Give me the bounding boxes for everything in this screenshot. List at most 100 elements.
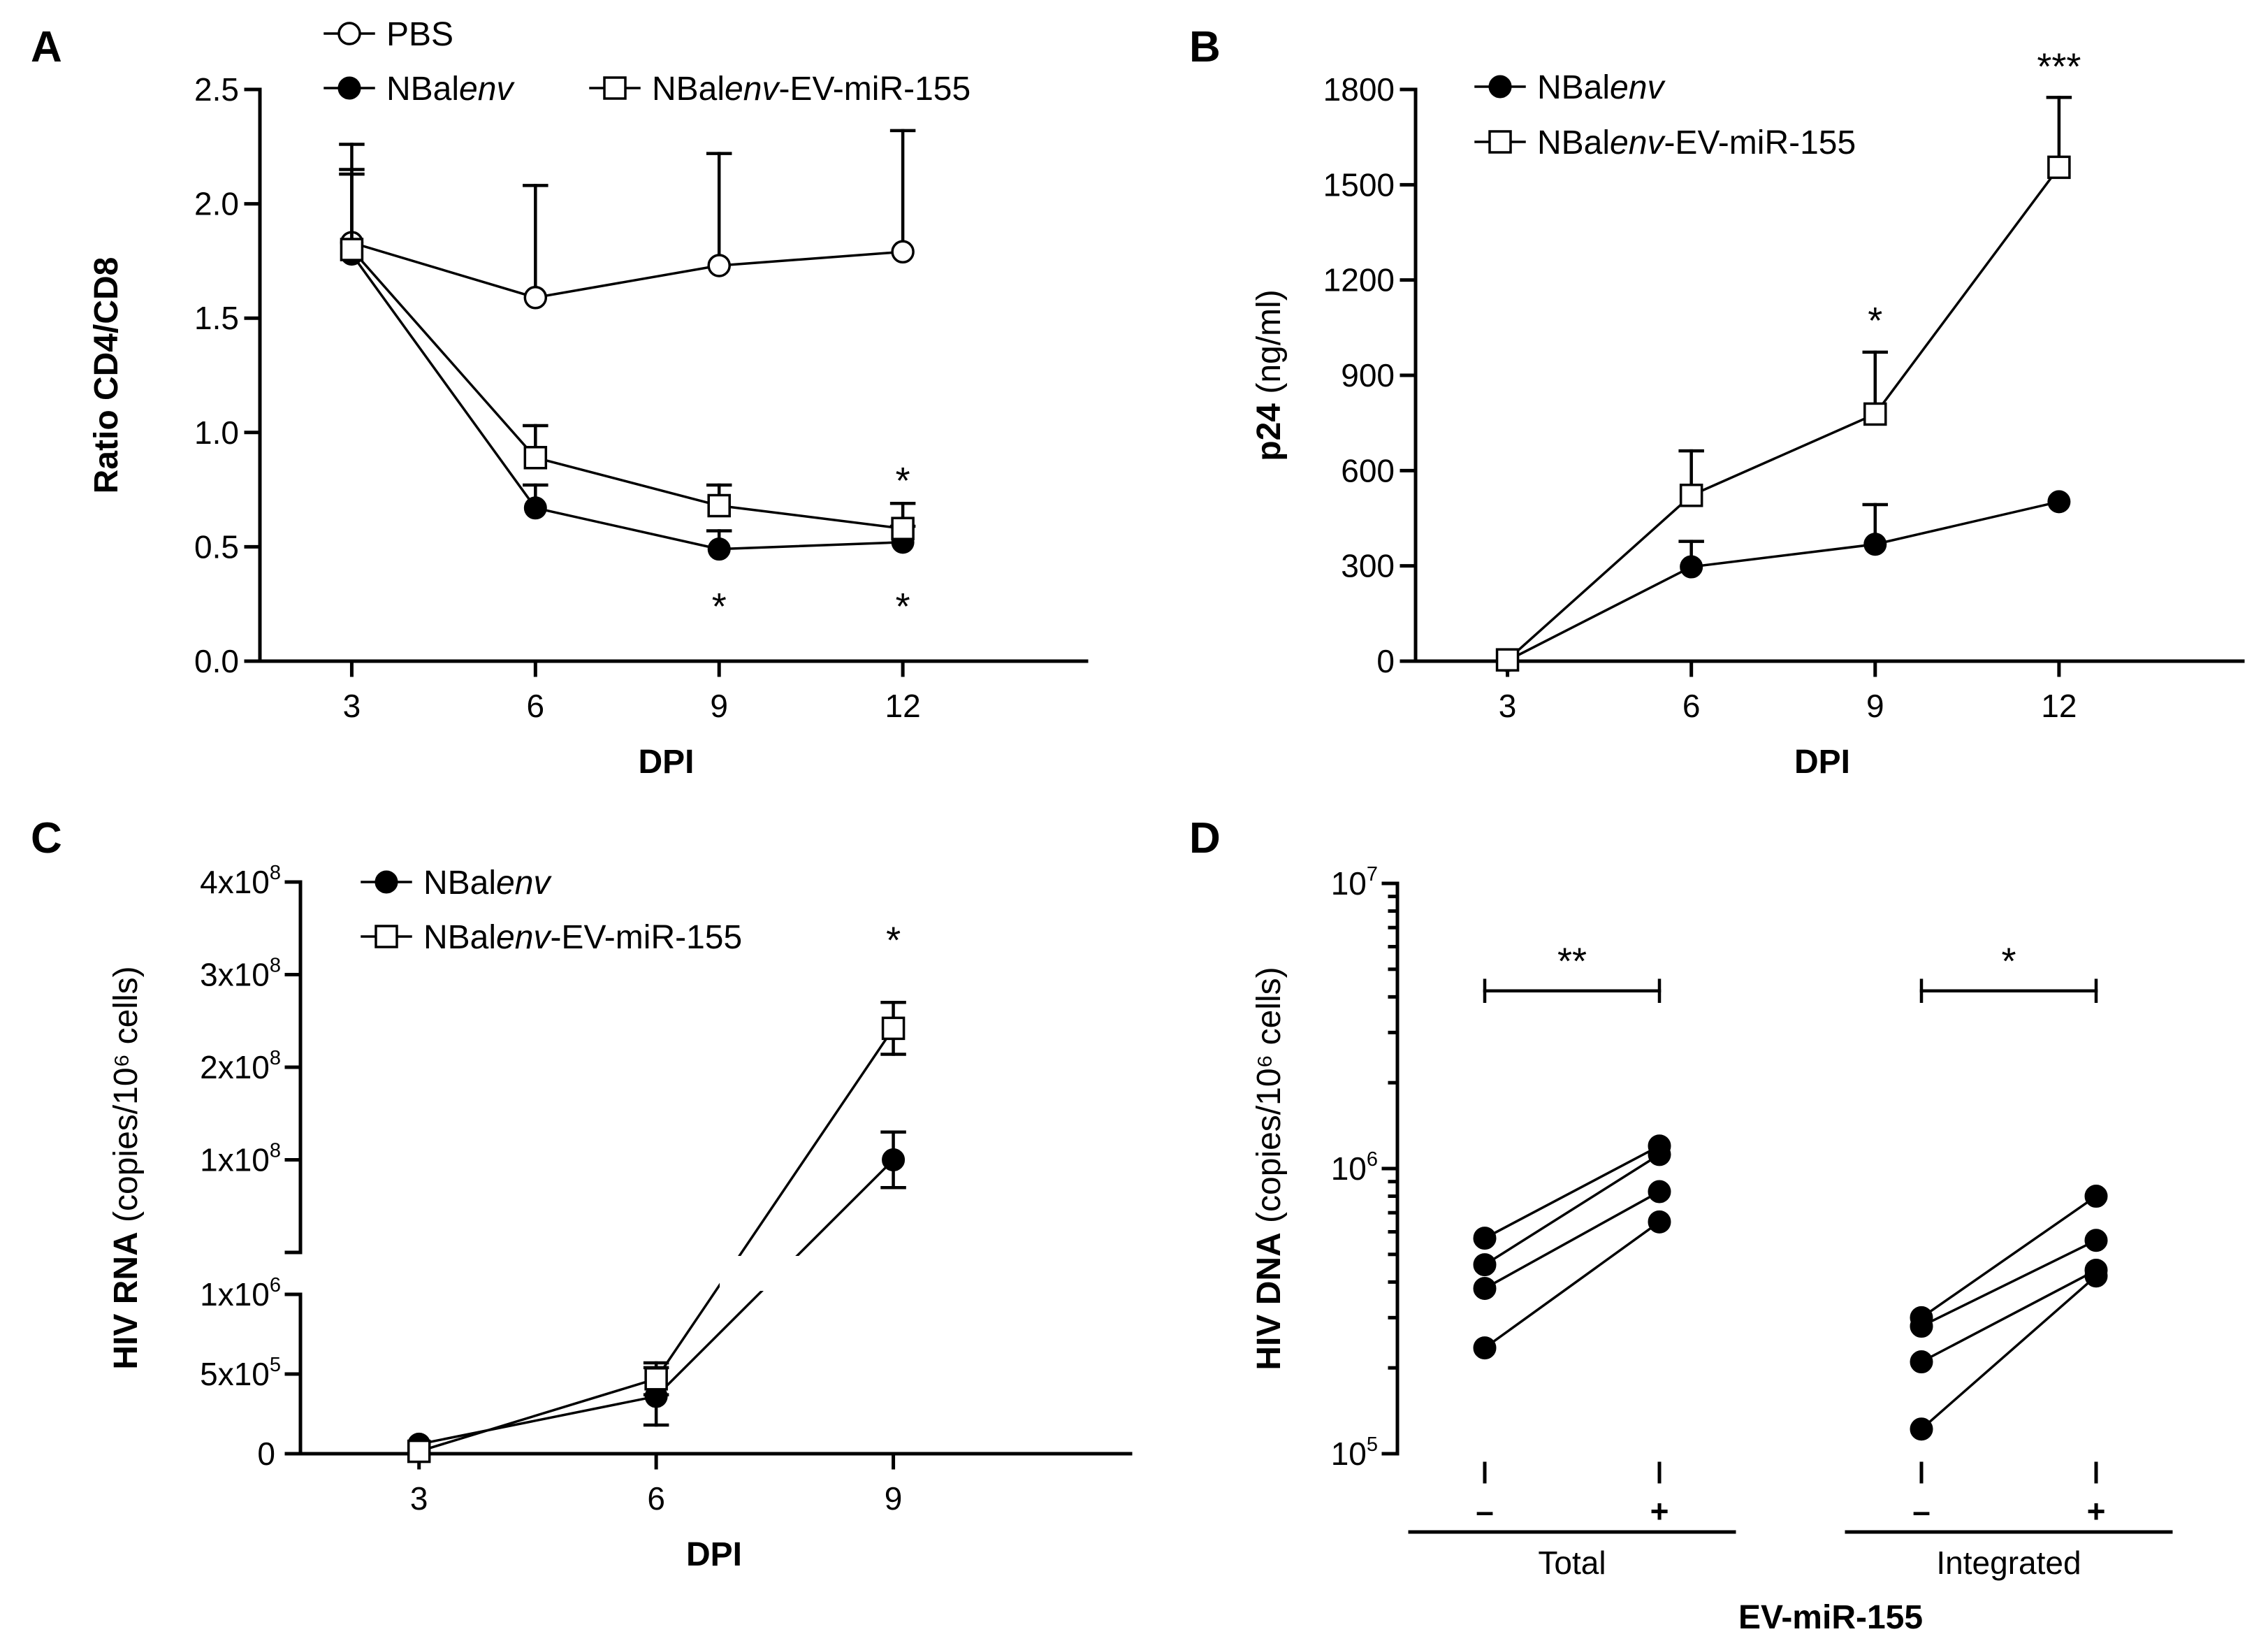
pair-line: [1919, 1274, 2098, 1431]
x-tick-label: –: [1476, 1493, 1494, 1529]
legend-entry-1-label-italic: env: [496, 919, 552, 956]
data-point-minus: [1910, 1315, 1933, 1338]
y-tick-label: 300: [1341, 548, 1395, 584]
series-2: [339, 168, 916, 540]
data-point: [1495, 648, 1520, 672]
y-tick-label: 1x106: [200, 1274, 281, 1313]
group-label: Integrated: [1936, 1545, 2081, 1581]
series-0: [1496, 490, 2071, 672]
series-0: [407, 1130, 906, 1456]
legend-entry-2-label-prefix: NBal: [652, 71, 725, 108]
legend-entry-0-marker: [1488, 75, 1512, 99]
legend-entry-0-label-italic: env: [496, 865, 552, 902]
data-point-plus: [2084, 1264, 2108, 1288]
x-tick-label: 6: [647, 1480, 665, 1517]
series-line: [350, 252, 904, 551]
y-axis-title-sub: (copies/10⁶ cells): [1251, 967, 1288, 1232]
y-tick-exponent: 6: [270, 1274, 281, 1296]
y-tick-base: 0: [257, 1436, 275, 1472]
x-axis-title: DPI: [638, 744, 694, 781]
x-tick-label: +: [1650, 1493, 1669, 1529]
y-tick-label: 600: [1341, 452, 1395, 489]
y-tick-label: 1x108: [200, 1140, 281, 1178]
legend-entry-0-label: PBS: [386, 16, 453, 53]
significance-marker: *: [712, 586, 727, 628]
series-line: [1506, 500, 2060, 663]
data-point-plus: [1648, 1210, 1671, 1234]
series-line: [1506, 165, 2061, 662]
y-tick-base: 10: [1331, 1150, 1367, 1187]
y-axis-title-main: p24: [1251, 403, 1288, 461]
legend-entry-1-label-prefix: NBal: [1537, 124, 1610, 161]
legend-entry-0-label-italic: env: [1610, 69, 1666, 106]
data-point-minus: [1473, 1253, 1497, 1277]
x-axis-title: EV-miR-155: [1738, 1599, 1923, 1636]
y-tick-label: 106: [1331, 1148, 1378, 1187]
significance-marker: *: [896, 460, 910, 502]
x-tick-label: 9: [885, 1480, 903, 1517]
axis-break-gap: [720, 1256, 1153, 1291]
panel-a: A 0.0 0.5 1.0 1.5 2.0 2.5 3 6 9 12 DPI Ratio CD4/CD…: [31, 16, 1089, 781]
x-tick-label: 3: [343, 688, 361, 724]
series-line: [350, 241, 904, 299]
panel-label-b: B: [1189, 23, 1221, 71]
legend-entry-1-marker: [375, 925, 398, 948]
series-1: [1495, 96, 2072, 672]
data-point: [523, 446, 548, 470]
y-tick-label: 0.0: [194, 643, 239, 679]
y-axis-title-main: Ratio CD4/CD8: [88, 257, 125, 494]
y-axis-title: HIV DNA (copies/10⁶ cells): [1251, 967, 1288, 1370]
significance-marker: *: [1868, 300, 1882, 342]
data-point-plus: [2084, 1229, 2108, 1252]
significance-marker: *: [2001, 941, 2016, 983]
data-point: [891, 240, 915, 264]
data-point-plus: [1648, 1143, 1671, 1166]
data-point: [523, 496, 547, 520]
data-point-minus: [1473, 1276, 1497, 1300]
y-tick-base: 10: [1331, 1436, 1367, 1472]
data-point-minus: [1473, 1227, 1497, 1250]
y-tick-label: 1200: [1323, 262, 1395, 298]
y-axis-title-sub: (copies/10⁶ cells): [108, 966, 145, 1231]
paired-sample-0: [1473, 1134, 1671, 1250]
data-point-minus: [1910, 1417, 1933, 1441]
data-point-minus: [1473, 1336, 1497, 1360]
data-point-plus: [2084, 1185, 2108, 1208]
y-tick-label: 3x108: [200, 955, 281, 993]
data-point: [881, 1016, 906, 1041]
y-tick-base: 5x10: [200, 1356, 270, 1392]
legend-entry-0-label: NBalenv: [423, 865, 552, 902]
y-axis-title-sub: (ng/ml): [1251, 289, 1288, 403]
data-point: [2047, 155, 2071, 180]
legend-entry-2-label: NBalenv-EV-miR-155: [652, 71, 971, 108]
y-tick-base: 4x10: [200, 864, 270, 900]
series-1: [339, 172, 916, 561]
pair-line: [1919, 1194, 2098, 1320]
pair-line: [1483, 1220, 1662, 1350]
y-tick-label: 105: [1331, 1433, 1378, 1472]
x-tick-label: 12: [2041, 688, 2077, 724]
legend-entry-2-label-italic: env: [725, 71, 780, 108]
legend-entry-0-marker: [375, 870, 398, 894]
data-point: [1863, 402, 1887, 426]
data-point: [407, 1439, 431, 1463]
y-axis-title-main: HIV RNA: [108, 1231, 145, 1369]
data-point: [644, 1367, 668, 1391]
y-tick-exponent: 5: [1367, 1433, 1378, 1456]
x-tick-label: 12: [885, 688, 921, 724]
x-tick-label: 9: [1866, 688, 1884, 724]
panel-label-d: D: [1189, 814, 1221, 862]
y-tick-label: 107: [1331, 863, 1378, 902]
legend-entry-1-label: NBalenv: [386, 71, 515, 108]
series-line: [349, 247, 905, 530]
legend-entry-1-marker: [337, 76, 361, 100]
data-point: [707, 537, 731, 561]
y-tick-label: 1.5: [194, 300, 239, 336]
y-tick-label: 1.0: [194, 414, 239, 451]
significance-marker: *: [886, 920, 901, 962]
x-tick-label: 6: [527, 688, 545, 724]
data-point: [1680, 555, 1703, 579]
legend-entry-2-label-suffix: -EV-miR-155: [778, 71, 971, 108]
